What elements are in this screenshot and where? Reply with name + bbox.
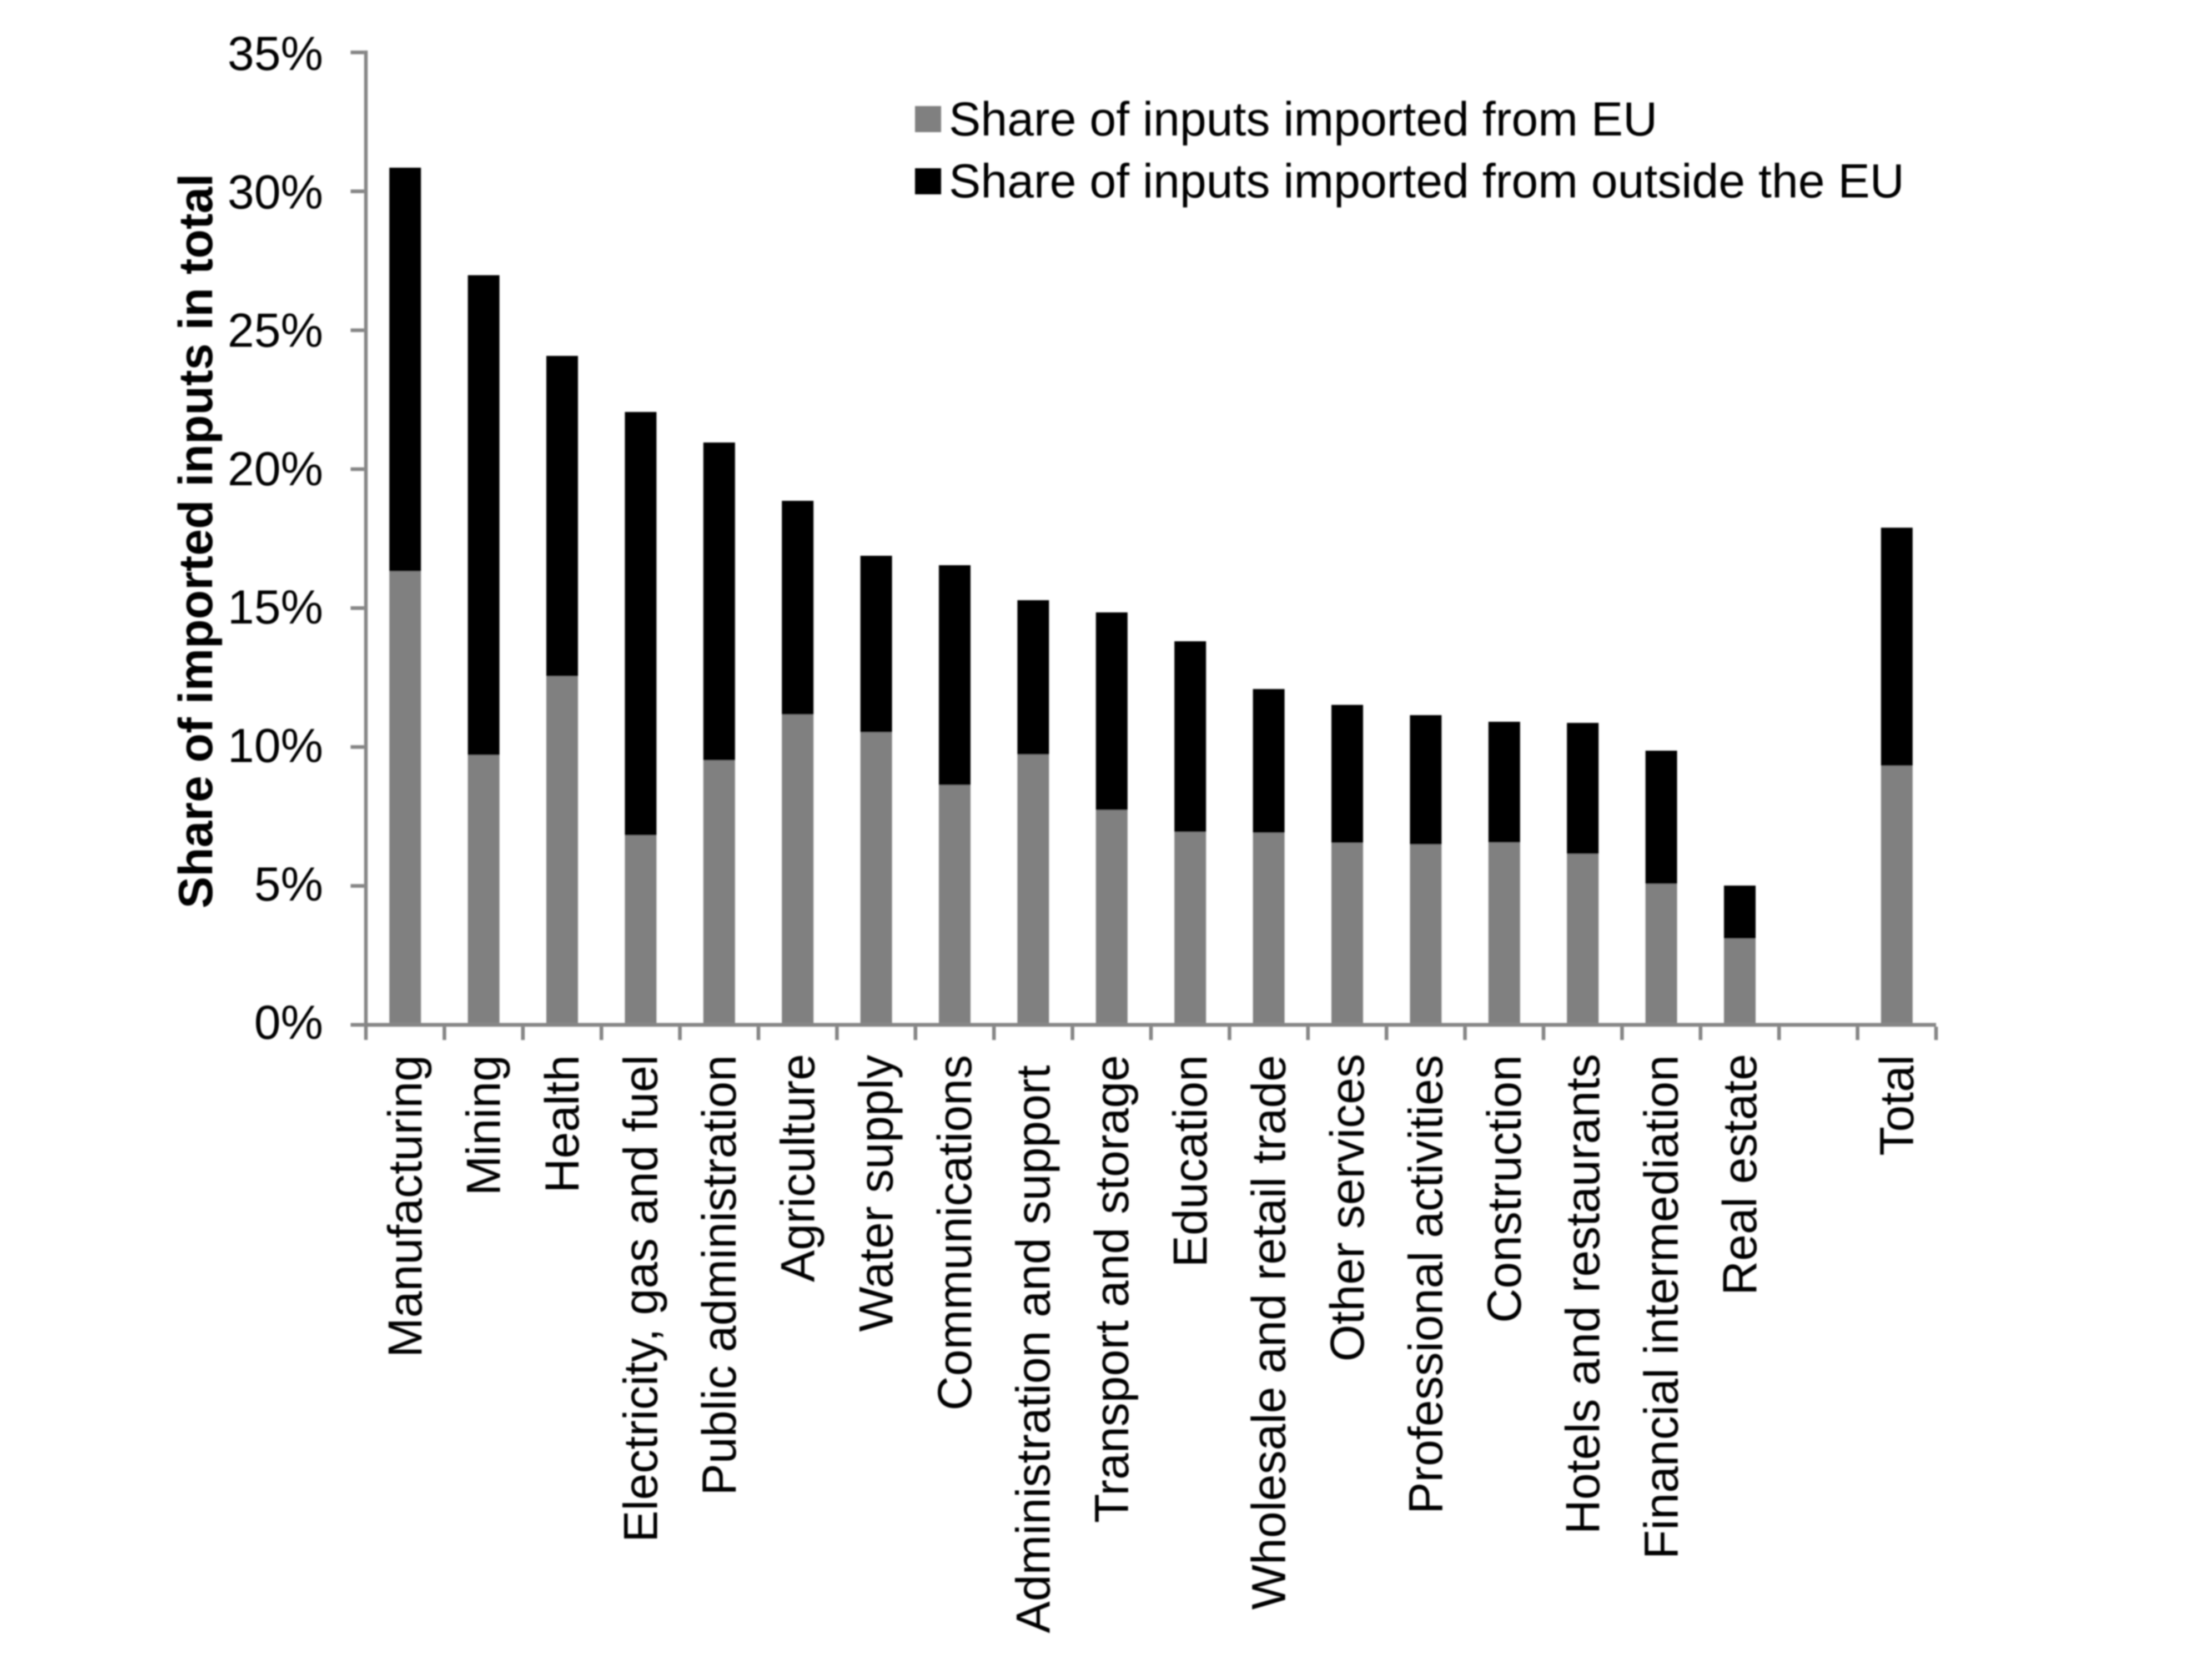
svg-text:Agriculture: Agriculture (771, 1054, 825, 1282)
svg-text:15%: 15% (228, 581, 323, 634)
svg-text:Manufacturing: Manufacturing (379, 1055, 432, 1358)
svg-text:30%: 30% (228, 165, 323, 219)
svg-text:25%: 25% (228, 304, 323, 358)
svg-text:Hotels and restaurants: Hotels and restaurants (1556, 1054, 1610, 1534)
svg-text:0%: 0% (254, 996, 323, 1049)
svg-text:Education: Education (1164, 1055, 1217, 1268)
svg-text:Electricity, gas and fuel: Electricity, gas and fuel (615, 1055, 668, 1542)
svg-text:Health: Health (536, 1055, 589, 1193)
svg-text:Administration and support: Administration and support (1007, 1065, 1060, 1633)
svg-text:Transport and storage: Transport and storage (1085, 1055, 1139, 1523)
svg-text:Water supply: Water supply (850, 1055, 903, 1332)
svg-text:Share of imported inputs in to: Share of imported inputs in total (169, 174, 223, 908)
svg-text:Mining: Mining (458, 1055, 511, 1195)
svg-text:Construction: Construction (1478, 1055, 1531, 1323)
svg-text:Communications: Communications (928, 1055, 982, 1410)
svg-text:5%: 5% (254, 858, 323, 911)
svg-text:Financial intermediation: Financial intermediation (1635, 1055, 1688, 1559)
svg-text:Other services: Other services (1321, 1054, 1374, 1361)
svg-text:20%: 20% (228, 443, 323, 496)
svg-text:Professional activities: Professional activities (1400, 1055, 1453, 1514)
svg-text:Public administration: Public administration (693, 1055, 746, 1495)
svg-text:Share of inputs imported from: Share of inputs imported from EU (949, 93, 1657, 146)
svg-text:10%: 10% (228, 720, 323, 773)
svg-text:Total: Total (1871, 1055, 1924, 1156)
svg-text:Share of inputs imported from: Share of inputs imported from outside th… (949, 155, 1904, 208)
svg-text:Real estate: Real estate (1713, 1054, 1767, 1295)
svg-text:Wholesale and retail trade: Wholesale and retail trade (1243, 1055, 1296, 1610)
svg-text:35%: 35% (228, 27, 323, 81)
